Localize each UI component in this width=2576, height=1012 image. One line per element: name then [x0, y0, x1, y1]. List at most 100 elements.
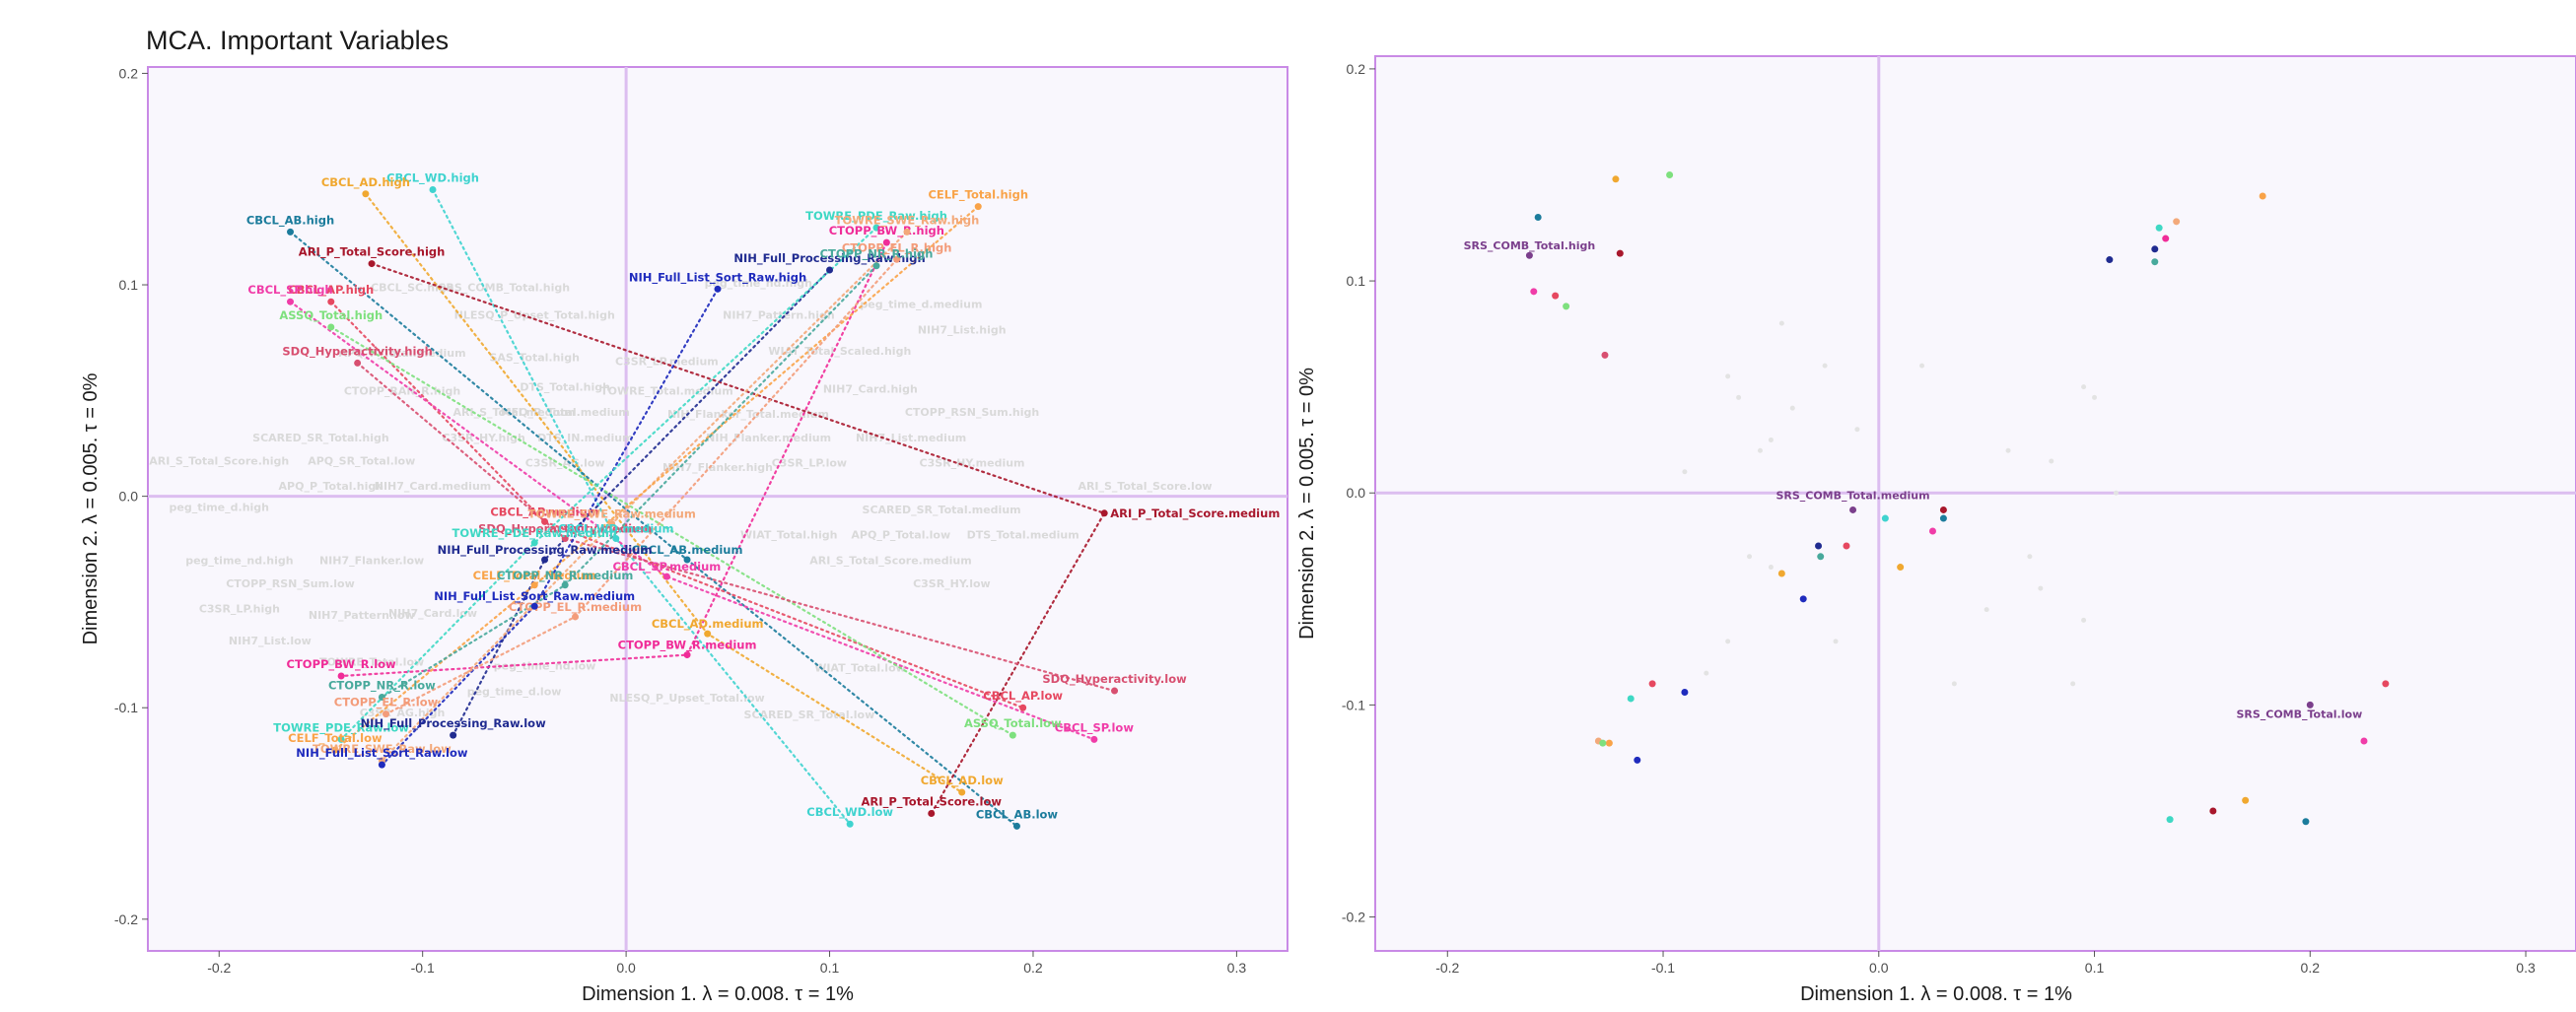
- faded-category-label: NIH7_Pattern.high: [723, 308, 835, 321]
- srs-comb-category-label: SRS_COMB_Total.high: [1464, 239, 1596, 252]
- faded-point: [2070, 681, 2076, 687]
- category-point: [1111, 687, 1119, 695]
- faded-category-label: C3SR_HY.medium: [920, 457, 1025, 470]
- category-point: [714, 285, 722, 293]
- left-x-tick-label: -0.2: [207, 960, 231, 976]
- category-point: [2360, 737, 2368, 745]
- faded-point: [2038, 585, 2044, 591]
- category-point: [287, 298, 294, 305]
- category-label: ARI_P_Total_Score.high: [299, 245, 446, 260]
- category-point: [378, 761, 385, 769]
- faded-point: [1736, 394, 1742, 400]
- category-point: [378, 693, 385, 701]
- variable-link-line: [431, 188, 852, 826]
- category-label: CBCL_WD.high: [386, 170, 479, 185]
- faded-point: [1757, 447, 1763, 453]
- faded-category-label: APQ_SR_Total.low: [308, 454, 415, 467]
- category-label: CTOPP_EL_R.low: [334, 696, 439, 710]
- category-point: [974, 203, 982, 211]
- category-point: [2209, 807, 2217, 815]
- right-x-tick-label: -0.1: [1651, 960, 1675, 976]
- faded-point: [1704, 670, 1709, 676]
- category-point: [928, 810, 936, 818]
- category-point: [1605, 739, 1613, 747]
- category-label: CTOPP_EL_R.medium: [509, 600, 642, 615]
- category-point: [2151, 245, 2159, 253]
- left-x-tick-label: 0.0: [616, 960, 636, 976]
- category-point: [1849, 506, 1857, 513]
- left-y-tick-label: 0.0: [119, 489, 139, 505]
- category-point: [1601, 351, 1609, 359]
- category-point: [337, 735, 345, 743]
- right-y-tick-label: 0.0: [1347, 485, 1366, 501]
- variable-link-line: [329, 325, 1014, 737]
- category-point: [1525, 251, 1533, 259]
- faded-category-label: NIH7_Card.low: [388, 607, 477, 620]
- category-label: CBCL_AD.low: [921, 774, 1004, 788]
- category-point: [1817, 553, 1825, 561]
- category-point: [2106, 256, 2114, 264]
- category-point: [903, 228, 911, 236]
- left-x-tick-label: 0.3: [1227, 960, 1247, 976]
- category-point: [1009, 731, 1016, 739]
- left-y-tick-label: -0.2: [114, 911, 138, 927]
- faded-category-label: CTOPP_RSN_Sum.high: [905, 406, 1039, 419]
- faded-category-label: TOWRE_Total.low: [319, 655, 424, 668]
- category-point: [530, 581, 538, 589]
- faded-category-label: C3SR_AG.high: [360, 707, 446, 719]
- category-point: [354, 359, 362, 367]
- category-label: NIH_Full_List_Sort_Raw.high: [629, 270, 806, 285]
- faded-point: [1919, 363, 1925, 369]
- left-scatter-panel: -0.2 -0.1 0.0 0.1 0.2 0.3 -0.2 -0.1 0.0 0.1 0.2 Dim…: [80, 65, 1288, 1005]
- faded-category-label: NIH7_Card.medium: [375, 480, 492, 493]
- faded-category-label: TOWRE_Total.medium: [600, 385, 733, 398]
- category-point: [572, 613, 579, 621]
- category-label: ARI_P_Total_Score.medium: [1110, 506, 1280, 521]
- faded-category-label: SCARED_SR_Total.medium: [863, 504, 1021, 516]
- category-point: [2162, 235, 2170, 242]
- right-y-tick-label: -0.2: [1342, 910, 1365, 925]
- category-label: CBCL_AP.high: [288, 283, 374, 298]
- variable-link-line: [333, 205, 980, 752]
- category-point: [2259, 192, 2266, 200]
- category-label: CBCL_SP.medium: [612, 560, 721, 574]
- category-point: [1612, 175, 1620, 183]
- category-label: CTOPP_BW_R.high: [829, 224, 944, 238]
- category-point: [368, 260, 376, 268]
- faded-category-label: WIAT_Total.high: [740, 529, 837, 542]
- faded-category-label: ARI_S_Total_Score.medium: [809, 554, 971, 567]
- category-point: [1843, 542, 1850, 550]
- category-label: CBCL_WD.medium: [558, 522, 673, 537]
- faded-category-label: C3SR_LP.medium: [615, 356, 719, 369]
- category-point: [1634, 756, 1641, 764]
- category-point: [608, 520, 616, 528]
- category-point: [561, 535, 569, 543]
- category-point: [1928, 527, 1936, 535]
- faded-category-label: peg_time_nd.high: [185, 554, 293, 567]
- category-label: CBCL_AB.medium: [632, 543, 743, 558]
- category-point: [1939, 506, 1947, 513]
- category-label: TOWRE_PDE_Raw.low: [273, 720, 409, 735]
- faded-point: [1725, 639, 1731, 644]
- faded-category-label: NLESQ_P_Upset_Total.low: [609, 692, 764, 705]
- category-label: CBCL_WD.low: [806, 805, 893, 820]
- category-point: [1648, 680, 1656, 688]
- left-y-axis-label: Dimension 2. λ = 0.005. τ = 0%: [80, 372, 102, 644]
- category-label: CBCL_AB.high: [246, 213, 334, 228]
- category-point: [1012, 822, 1020, 830]
- category-point: [872, 224, 880, 232]
- category-label: ARI_P_Total_Score.low: [862, 795, 1003, 810]
- faded-category-label: NIH7_List.low: [229, 635, 312, 647]
- left-y-tick-label: -0.1: [114, 700, 138, 715]
- category-label: TOWRE_PDE_Raw.medium: [453, 526, 617, 541]
- category-point: [2166, 816, 2174, 824]
- variable-link-line: [452, 268, 831, 737]
- left-x-tick-label: 0.1: [820, 960, 840, 976]
- right-y-tick-label: 0.2: [1347, 61, 1366, 77]
- category-point: [1681, 688, 1689, 696]
- faded-point: [1725, 373, 1731, 379]
- category-label: CELF_Total.medium: [473, 569, 596, 583]
- faded-category-label: peg_time_d.high: [169, 502, 269, 514]
- faded-category-label: NLESQ_P_Upset_Total.high: [454, 308, 615, 321]
